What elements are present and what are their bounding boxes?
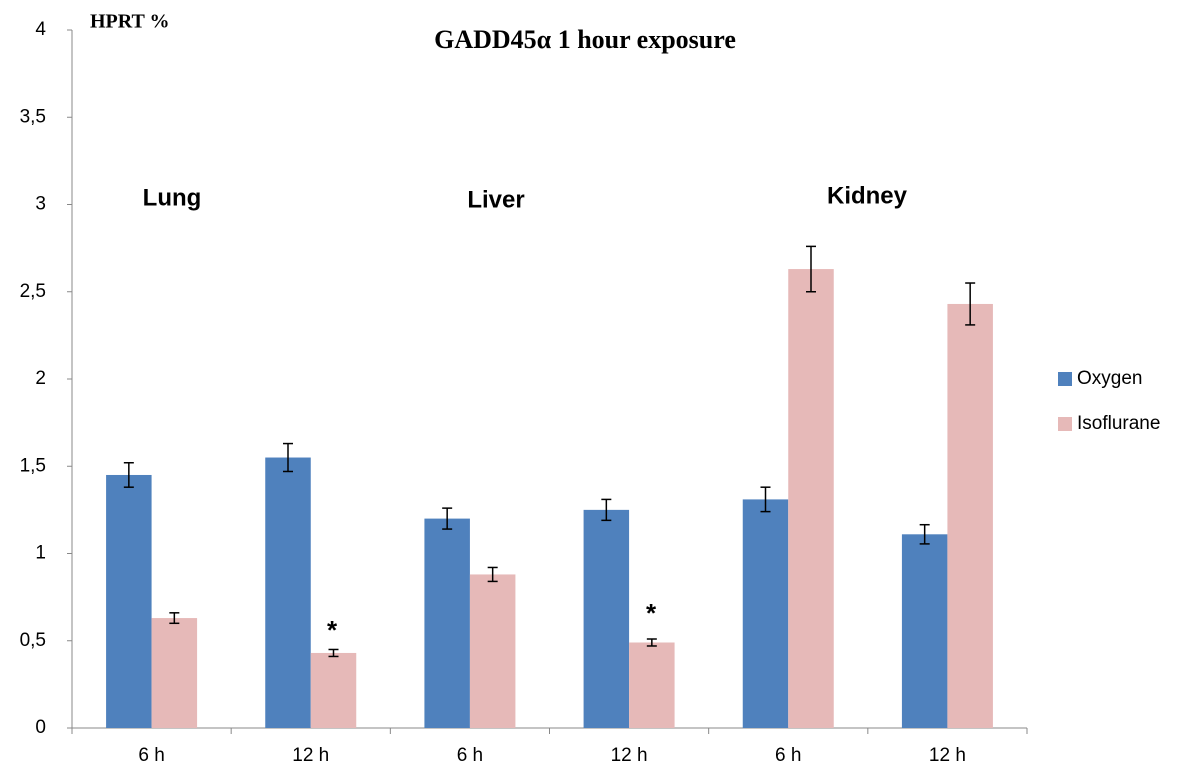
annotation: *	[646, 598, 657, 628]
bar	[583, 509, 630, 728]
error-bar	[487, 566, 498, 583]
y-tick-label: 2,5	[20, 281, 46, 302]
y-tick-label: 1	[35, 543, 46, 564]
bar	[310, 652, 357, 728]
bar	[265, 457, 311, 728]
error-bar	[283, 442, 293, 473]
bar	[106, 474, 152, 728]
legend-label: Oxygen	[1077, 368, 1142, 389]
y-tick-label: 3,5	[20, 106, 46, 127]
legend-swatch	[1058, 417, 1072, 431]
bar	[742, 499, 789, 728]
error-bar	[123, 462, 134, 488]
annotation: Lung	[143, 184, 202, 211]
bar	[947, 303, 993, 728]
y-tick-label: 4	[35, 19, 46, 40]
error-bar	[169, 612, 180, 625]
error-bar	[646, 638, 657, 647]
error-bar	[601, 498, 612, 522]
error-bar	[806, 245, 816, 293]
error-bar	[442, 507, 453, 530]
error-bar	[965, 282, 976, 326]
y-tick-label: 1,5	[20, 455, 46, 476]
annotation: Liver	[467, 186, 524, 213]
y-tick-label: 0	[35, 717, 46, 738]
x-tick-label: 12 h	[292, 745, 329, 766]
y-axis-label: HPRT %	[90, 11, 170, 33]
x-tick-label: 12 h	[611, 745, 648, 766]
chart-title: GADD45α 1 hour exposure	[434, 25, 736, 54]
x-tick-label: 12 h	[929, 745, 966, 766]
error-bar	[328, 648, 339, 658]
bar	[424, 518, 470, 728]
error-bar	[919, 523, 930, 545]
x-tick-label: 6 h	[457, 745, 483, 766]
bar	[469, 574, 516, 728]
y-tick-label: 2	[35, 368, 46, 389]
x-tick-label: 6 h	[138, 745, 164, 766]
y-tick-label: 3	[35, 194, 46, 215]
bar	[901, 534, 948, 728]
legend-label: Isoflurane	[1077, 413, 1160, 434]
error-bar	[760, 486, 771, 513]
annotation: Kidney	[827, 182, 908, 209]
x-tick-label: 6 h	[775, 745, 801, 766]
y-tick-label: 0,5	[20, 630, 46, 651]
bar	[629, 642, 675, 728]
annotation: *	[327, 615, 338, 645]
bar	[788, 269, 834, 728]
bar	[151, 618, 198, 728]
legend-swatch	[1058, 372, 1072, 386]
